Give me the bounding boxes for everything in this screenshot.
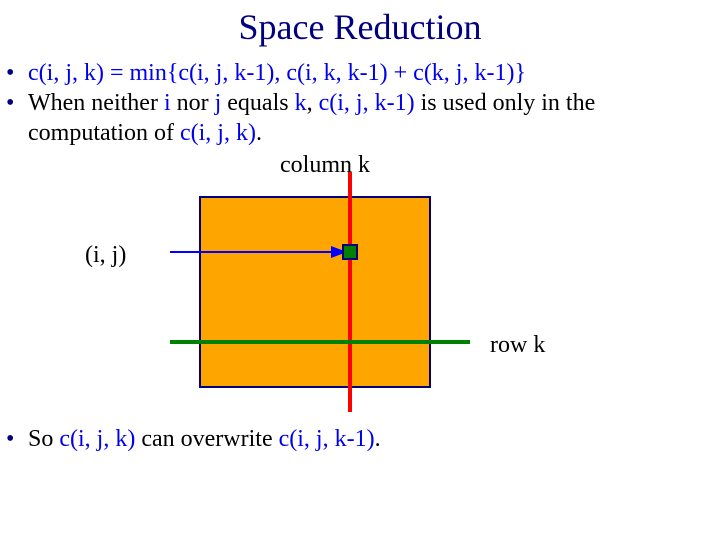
b3-c1: c(i, j, k) [59, 426, 135, 452]
b3-c2: c(i, j, k-1) [279, 426, 375, 452]
bullet-3: So c(i, j, k) can overwrite c(i, j, k-1)… [28, 424, 704, 454]
label-ij: (i, j) [85, 242, 126, 268]
b2-mid3: , [307, 90, 319, 116]
diagram-svg: column k (i, j) row k [0, 152, 720, 412]
b2-post2: . [256, 120, 262, 146]
b3-post: . [375, 426, 381, 452]
diagram-container: column k (i, j) row k [0, 152, 720, 412]
b2-c1: c(i, j, k-1) [319, 90, 415, 116]
bullet-1-text: c(i, j, k) = min{c(i, j, k-1), c(i, k, k… [28, 60, 526, 86]
b2-k: k [295, 90, 307, 116]
b3-pre: So [28, 426, 59, 452]
b2-pre: When neither [28, 90, 164, 116]
label-column-k: column k [280, 152, 370, 178]
b2-c2: c(i, j, k) [180, 120, 256, 146]
cell-ij-marker [343, 245, 357, 259]
bullet-2: When neither i nor j equals k, c(i, j, k… [28, 88, 704, 148]
b3-mid: can overwrite [135, 426, 278, 452]
label-row-k: row k [490, 332, 545, 358]
bullet-1: c(i, j, k) = min{c(i, j, k-1), c(i, k, k… [28, 58, 704, 88]
matrix-square [200, 197, 430, 387]
b2-mid2: equals [221, 90, 294, 116]
b2-i: i [164, 90, 171, 116]
page-title: Space Reduction [0, 6, 720, 48]
b2-mid1: nor [171, 90, 215, 116]
